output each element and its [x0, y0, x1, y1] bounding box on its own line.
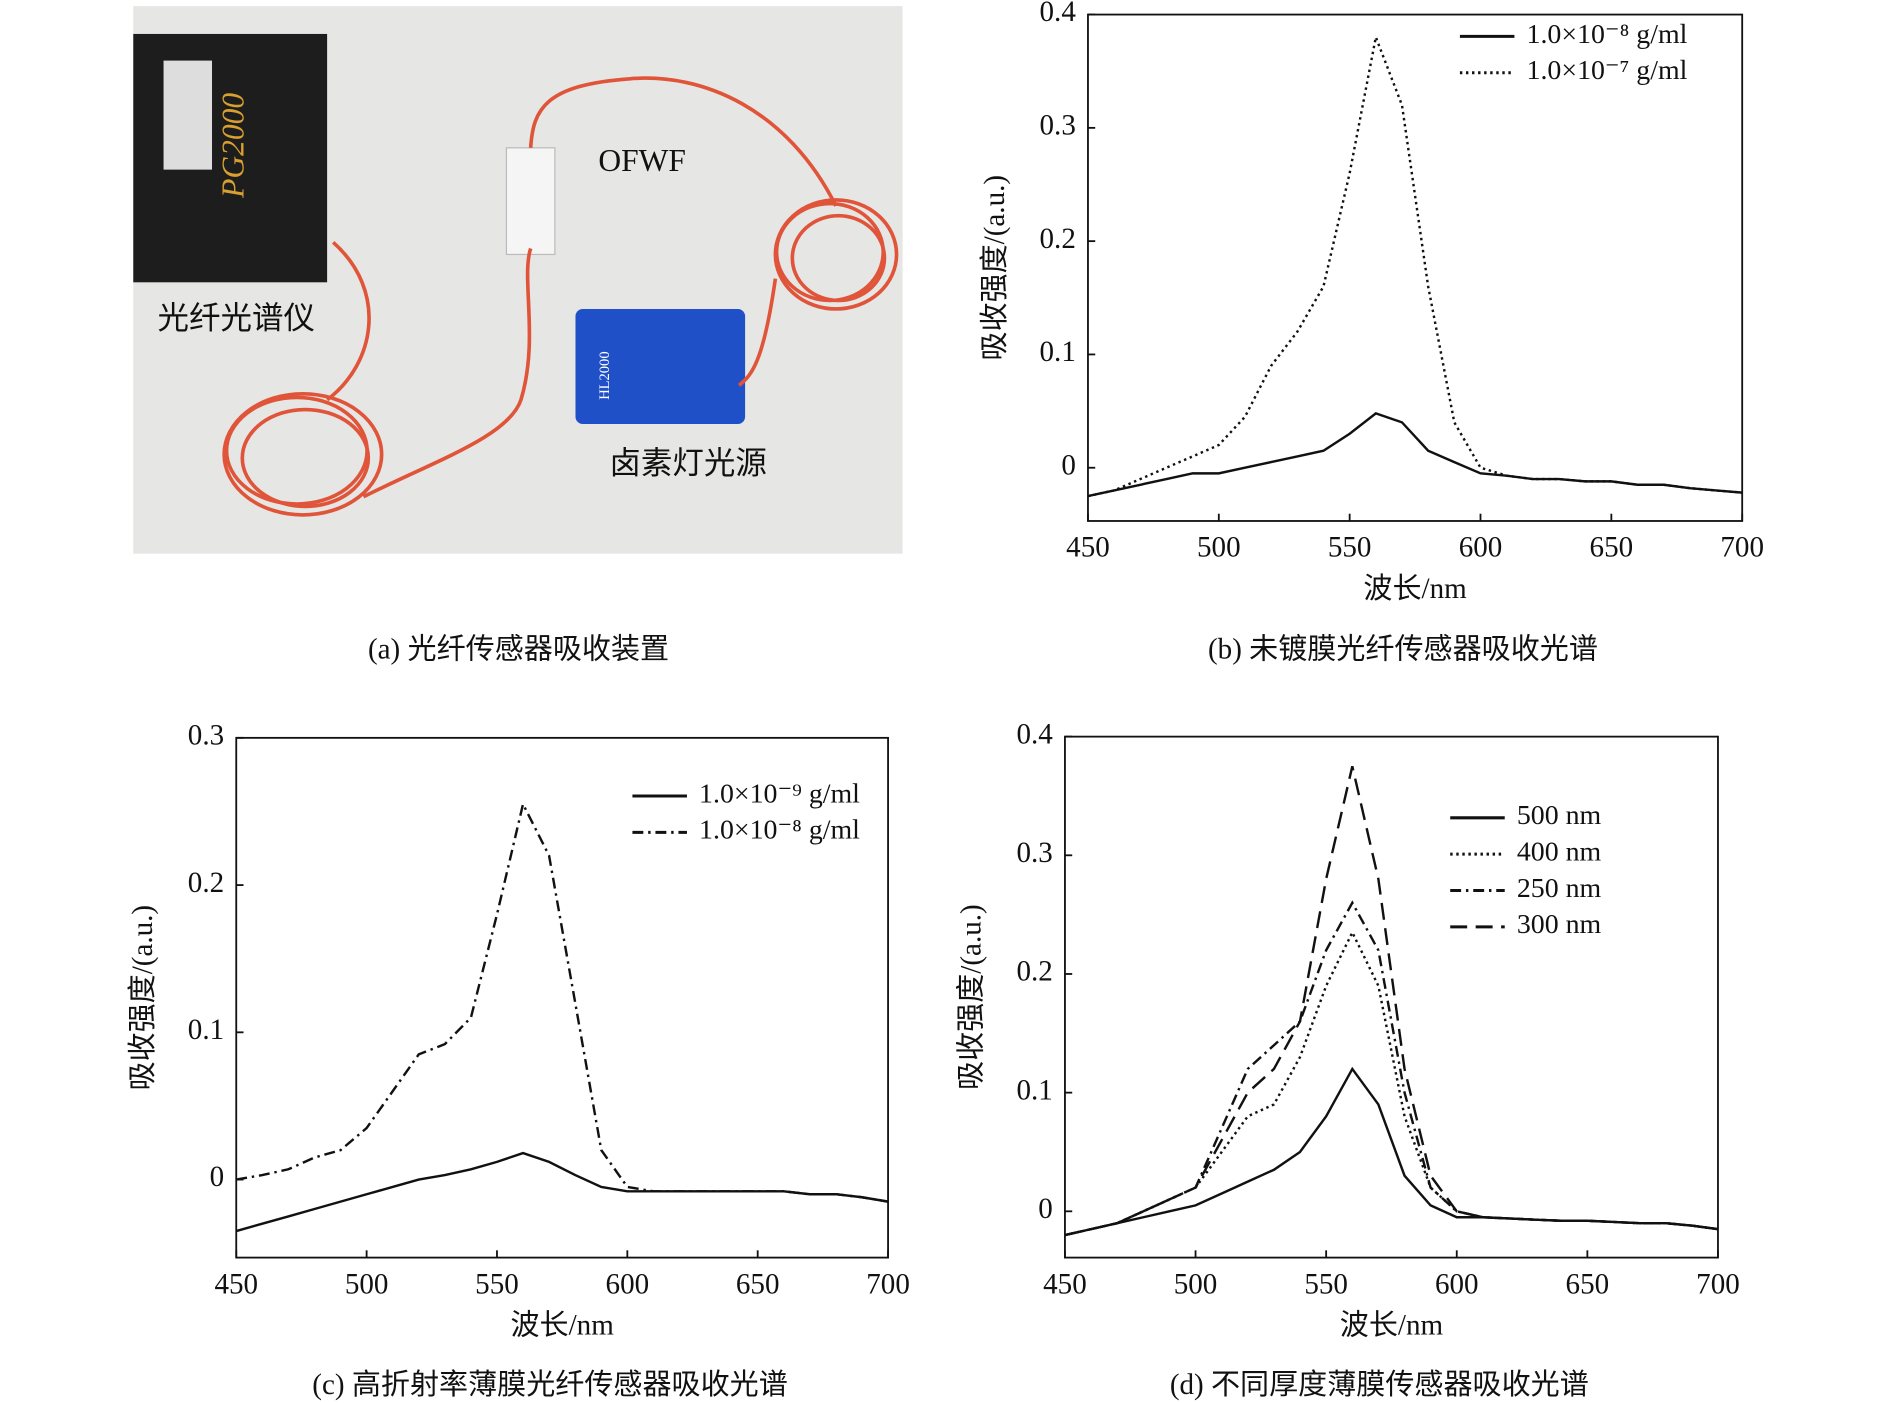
photo-label: OFWF — [598, 143, 686, 178]
x-tick-label: 450 — [1043, 1268, 1087, 1300]
legend-label: 300 nm — [1517, 909, 1602, 940]
x-tick-label: 650 — [1590, 532, 1634, 564]
x-axis-title: 波长/nm — [1363, 572, 1467, 605]
x-tick-label: 600 — [1459, 532, 1503, 564]
photo-label: 卤素灯光源 — [609, 446, 767, 481]
y-tick-label: 0.3 — [1040, 110, 1076, 142]
x-tick-label: 550 — [1328, 532, 1372, 564]
caption: (c) 高折射率薄膜光纤传感器吸收光谱 — [312, 1368, 787, 1401]
x-tick-label: 600 — [606, 1268, 650, 1300]
series-line — [1064, 929, 1719, 1237]
x-tick-label: 550 — [1304, 1268, 1348, 1300]
y-tick-label: 0.2 — [1040, 223, 1076, 255]
photo-panel: PG2000 HL2000 光纤光谱仪 OFWF 卤素灯光源 (a) 光纤传感器… — [133, 6, 903, 665]
x-tick-label: 650 — [736, 1268, 780, 1300]
plot-frame — [1087, 13, 1744, 522]
x-tick-label: 700 — [1720, 532, 1764, 564]
y-tick-label: 0.3 — [188, 720, 224, 752]
x-tick-label: 700 — [866, 1268, 910, 1300]
legend-label: 500 nm — [1517, 800, 1602, 831]
y-tick-label: 0.1 — [188, 1014, 224, 1046]
legend-label: 400 nm — [1517, 837, 1602, 868]
y-tick-label: 0 — [210, 1161, 225, 1193]
legend-label: 250 nm — [1517, 873, 1602, 904]
y-tick-label: 0.2 — [1016, 956, 1052, 988]
fiber-coils — [222, 76, 899, 517]
caption: (d) 不同厚度薄膜传感器吸收光谱 — [1170, 1368, 1589, 1401]
caption: (a) 光纤传感器吸收装置 — [368, 632, 669, 665]
legend-label: 1.0×10⁻⁸ g/ml — [699, 815, 860, 846]
series-line — [235, 1151, 889, 1233]
sticker — [163, 60, 213, 170]
x-tick-label: 500 — [1197, 532, 1241, 564]
series-line — [1064, 1066, 1719, 1237]
x-axis-title: 波长/nm — [510, 1309, 614, 1342]
y-tick-label: 0 — [1038, 1193, 1053, 1225]
series-line — [1087, 32, 1743, 498]
y-tick-label: 0.2 — [188, 867, 224, 899]
series-line — [1087, 412, 1743, 498]
x-tick-label: 500 — [345, 1268, 389, 1300]
series-line — [1064, 900, 1719, 1237]
plot-frame — [1064, 735, 1719, 1259]
y-tick-label: 0.4 — [1016, 718, 1053, 750]
photo-label: 光纤光谱仪 — [157, 300, 315, 335]
x-tick-label: 700 — [1696, 1268, 1740, 1300]
y-axis-title: 吸收强度/(a.u.) — [978, 175, 1011, 361]
legend-label: 1.0×10⁻⁸ g/ml — [1527, 19, 1688, 50]
x-axis-title: 波长/nm — [1340, 1309, 1444, 1342]
x-tick-label: 550 — [475, 1268, 519, 1300]
device-label: PG2000 — [215, 93, 250, 199]
plot-frame — [235, 736, 889, 1259]
series-line — [1064, 766, 1719, 1237]
x-tick-label: 600 — [1435, 1268, 1479, 1300]
light-source — [575, 308, 746, 425]
legend-label: 1.0×10⁻⁹ g/ml — [699, 778, 860, 809]
x-tick-label: 650 — [1566, 1268, 1610, 1300]
y-tick-label: 0.1 — [1016, 1074, 1052, 1106]
y-tick-label: 0.4 — [1040, 0, 1077, 28]
x-tick-label: 450 — [1066, 532, 1110, 564]
sensor-chip — [505, 147, 556, 256]
series-line — [236, 800, 889, 1203]
y-tick-label: 0 — [1061, 449, 1076, 481]
y-tick-label: 0.1 — [1040, 336, 1076, 368]
y-tick-label: 0.3 — [1016, 837, 1052, 869]
y-axis-title: 吸收强度/(a.u.) — [126, 905, 159, 1091]
y-axis-title: 吸收强度/(a.u.) — [955, 904, 988, 1090]
legend-label: 1.0×10⁻⁷ g/ml — [1527, 55, 1688, 86]
caption: (b) 未镀膜光纤传感器吸收光谱 — [1208, 632, 1598, 665]
x-tick-label: 450 — [214, 1268, 258, 1300]
device-label: HL2000 — [597, 351, 613, 399]
x-tick-label: 500 — [1174, 1268, 1218, 1300]
